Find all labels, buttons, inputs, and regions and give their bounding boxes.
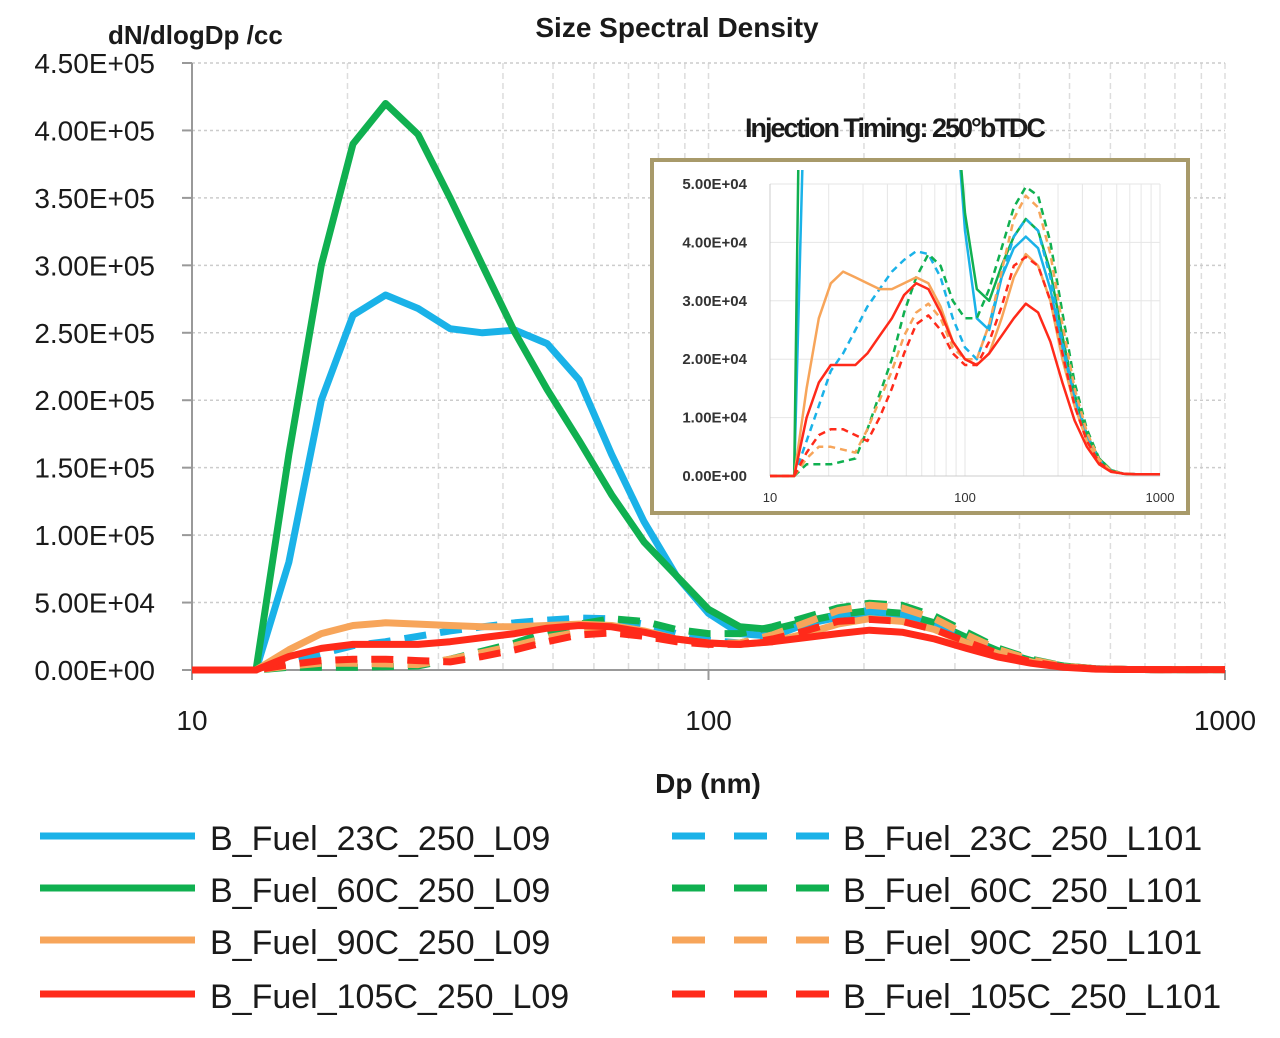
legend-item: B_Fuel_23C_250_L101 bbox=[672, 820, 1202, 858]
inset-tick-labels: 0.00E+00 1.00E+04 2.00E+04 3.00E+04 4.00E+04… bbox=[682, 176, 1174, 505]
x-axis-label: Dp (nm) bbox=[655, 768, 761, 799]
main-axes bbox=[182, 62, 1226, 680]
inset-frame bbox=[650, 158, 1190, 515]
legend-label: B_Fuel_23C_250_L101 bbox=[843, 820, 1202, 858]
legend-label: B_Fuel_60C_250_L101 bbox=[843, 872, 1202, 910]
legend-item: B_Fuel_23C_250_L09 bbox=[40, 820, 550, 858]
y-tick-label: 1.00E+05 bbox=[34, 520, 155, 551]
legend-item: B_Fuel_90C_250_L09 bbox=[40, 924, 550, 962]
inset-x-tick-label: 1000 bbox=[1146, 490, 1175, 505]
chart-title: Size Spectral Density bbox=[535, 12, 819, 43]
y-tick-label: 0.00E+00 bbox=[34, 655, 155, 686]
legend-label: B_Fuel_90C_250_L09 bbox=[210, 924, 550, 962]
main-series bbox=[192, 100, 1225, 674]
inset-y-tick-label: 4.00E+04 bbox=[682, 234, 747, 251]
inset-y-tick-label: 1.00E+04 bbox=[682, 410, 747, 427]
legend-label: B_Fuel_90C_250_L101 bbox=[843, 924, 1202, 962]
legend-label: B_Fuel_60C_250_L09 bbox=[210, 872, 550, 910]
legend-label: B_Fuel_105C_250_L101 bbox=[843, 978, 1221, 1016]
y-tick-label: 3.50E+05 bbox=[34, 183, 155, 214]
legend: B_Fuel_23C_250_L09 B_Fuel_60C_250_L09 B_Fu… bbox=[40, 820, 1221, 1016]
inset-x-tick-label: 100 bbox=[954, 490, 976, 505]
legend-item: B_Fuel_105C_250_L101 bbox=[672, 978, 1221, 1016]
inset-title: Injection Timing: 250°bTDC bbox=[745, 113, 1045, 143]
x-tick-label: 1000 bbox=[1194, 705, 1256, 736]
x-tick-label: 10 bbox=[176, 705, 207, 736]
legend-item: B_Fuel_60C_250_L101 bbox=[672, 872, 1202, 910]
y-tick-label: 4.00E+05 bbox=[34, 115, 155, 146]
inset-y-tick-label: 5.00E+04 bbox=[682, 176, 747, 193]
legend-item: B_Fuel_60C_250_L09 bbox=[40, 872, 550, 910]
inset-series-B_Fuel_23C_250_L101 bbox=[770, 217, 1160, 478]
inset-series-B_Fuel_60C_250_L101 bbox=[770, 185, 1160, 478]
inset-y-tick-label: 0.00E+00 bbox=[682, 468, 747, 485]
inset-series bbox=[770, 170, 1160, 478]
inset-y-tick-label: 3.00E+04 bbox=[682, 293, 747, 310]
y-tick-label: 4.50E+05 bbox=[34, 48, 155, 79]
inset-x-tick-label: 10 bbox=[763, 490, 777, 505]
inset-series-B_Fuel_90C_250_L101 bbox=[770, 194, 1160, 478]
legend-label: B_Fuel_23C_250_L09 bbox=[210, 820, 550, 858]
main-series-B_Fuel_90C_250_L101 bbox=[192, 601, 1225, 674]
main-series-B_Fuel_105C_250_L09 bbox=[192, 622, 1225, 674]
legend-item: B_Fuel_105C_250_L09 bbox=[40, 978, 569, 1016]
y-tick-label: 1.50E+05 bbox=[34, 453, 155, 484]
x-tick-label: 100 bbox=[685, 705, 732, 736]
y-tick-label: 5.00E+04 bbox=[34, 588, 155, 619]
y-tick-label: 2.50E+05 bbox=[34, 318, 155, 349]
inset-series-B_Fuel_105C_250_L101 bbox=[770, 255, 1160, 478]
legend-label: B_Fuel_105C_250_L09 bbox=[210, 978, 569, 1016]
y-tick-label: 3.00E+05 bbox=[34, 250, 155, 281]
legend-item: B_Fuel_90C_250_L101 bbox=[672, 924, 1202, 962]
inset-y-tick-label: 2.00E+04 bbox=[682, 351, 747, 368]
inset-series-B_Fuel_105C_250_L09 bbox=[770, 282, 1160, 478]
y-tick-labels: 0.00E+00 5.00E+04 1.00E+05 1.50E+05 2.00E+05… bbox=[34, 48, 155, 686]
y-axis-label: dN/dlogDp /cc bbox=[108, 20, 283, 50]
x-tick-labels: 10 100 1000 bbox=[176, 705, 1256, 736]
y-tick-label: 2.00E+05 bbox=[34, 385, 155, 416]
